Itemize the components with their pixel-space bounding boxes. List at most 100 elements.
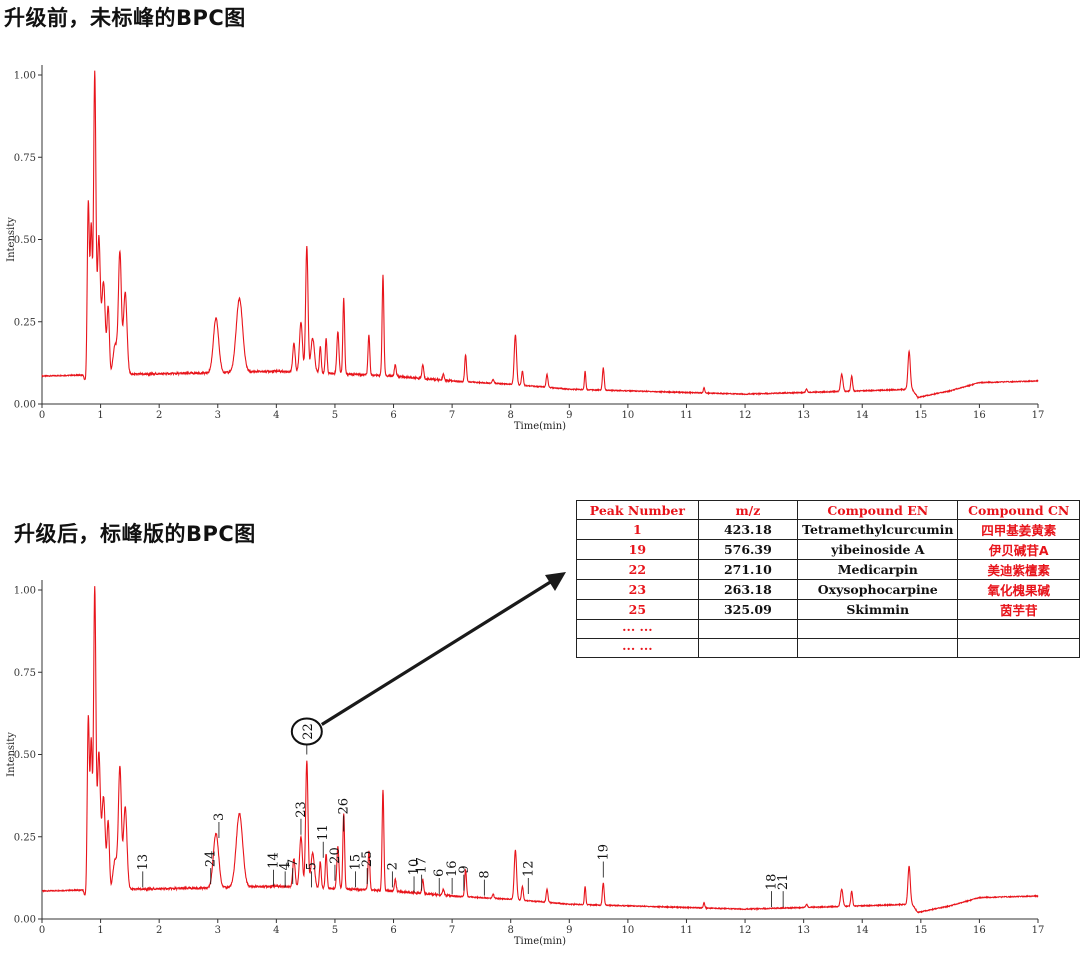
peak-label: 18 xyxy=(764,874,779,891)
x-tick-label: 14 xyxy=(856,925,869,936)
peak-label: 23 xyxy=(294,801,309,818)
x-tick-label: 12 xyxy=(739,925,752,936)
peak-label: 2 xyxy=(385,862,400,870)
x-tick-label: 9 xyxy=(566,925,572,936)
chart-title-before: 升级前，未标峰的BPC图 xyxy=(4,6,246,30)
peak-label: 5 xyxy=(305,862,320,870)
y-tick-label: 0.25 xyxy=(14,317,36,328)
peak-label: 8 xyxy=(477,870,492,878)
x-tick-label: 8 xyxy=(508,925,514,936)
y-tick-label: 0.00 xyxy=(14,915,36,926)
cell-compound-en xyxy=(797,619,959,639)
header-mz: m/z xyxy=(697,500,799,520)
x-tick-label: 7 xyxy=(449,410,455,421)
peak-label: 24 xyxy=(204,851,219,868)
x-tick-label: 17 xyxy=(1032,410,1045,421)
cell-peak-number: 25 xyxy=(576,599,699,620)
x-tick-label: 0 xyxy=(39,410,45,421)
x-tick-label: 2 xyxy=(156,410,162,421)
peak-label: 21 xyxy=(776,874,791,891)
peak-label: 25 xyxy=(360,851,375,868)
x-tick-label: 9 xyxy=(566,410,572,421)
table-row: 22 271.10 Medicarpin 美迪紫檀素 xyxy=(576,559,1080,580)
y-tick-label: 0.50 xyxy=(14,750,36,761)
cell-compound-cn: 四甲基姜黄素 xyxy=(957,519,1080,540)
peak-label: 16 xyxy=(445,860,460,877)
peak-label: 3 xyxy=(212,813,227,821)
table-row: ··· ··· xyxy=(576,638,1080,658)
x-tick-label: 4 xyxy=(273,410,279,421)
table-row: ··· ··· xyxy=(576,619,1080,639)
cell-peak-number: 23 xyxy=(576,579,699,600)
peak-label: 6 xyxy=(432,869,447,877)
y-tick-label: 0.50 xyxy=(14,235,36,246)
compound-table: Peak Number m/z Compound EN Compound CN … xyxy=(576,500,1080,658)
x-tick-label: 3 xyxy=(215,410,221,421)
y-tick-label: 1.00 xyxy=(14,586,36,597)
bpc-chart-before: 0 1 2 3 4 5 6 7 8 9 10 11 12 13 14 15 16 170.000.250.500.… xyxy=(6,65,1045,432)
cell-compound-cn: 茵芋苷 xyxy=(957,599,1080,620)
x-tick-label: 0 xyxy=(39,925,45,936)
cell-peak-number: ··· ··· xyxy=(576,638,699,658)
y-tick-label: 0.75 xyxy=(14,153,36,164)
x-tick-label: 10 xyxy=(622,925,635,936)
cell-compound-en: Skimmin xyxy=(797,599,959,620)
table-row: 1 423.18 Tetramethylcurcumin 四甲基姜黄素 xyxy=(576,519,1080,540)
cell-compound-cn xyxy=(957,619,1080,639)
peak-label: 26 xyxy=(337,798,352,815)
table-row: 23 263.18 Oxysophocarpine 氧化槐果碱 xyxy=(576,579,1080,600)
x-axis-label: Time(min) xyxy=(514,936,566,947)
x-tick-label: 8 xyxy=(508,410,514,421)
header-compound-cn: Compound CN xyxy=(957,500,1080,520)
y-axis-label: Intensity xyxy=(6,732,17,777)
x-axis-label: Time(min) xyxy=(514,421,566,432)
y-tick-label: 1.00 xyxy=(14,71,36,82)
peak-label: 20 xyxy=(328,847,343,864)
peak-label: 12 xyxy=(521,860,536,877)
cell-peak-number: 22 xyxy=(576,559,699,580)
cell-mz: 263.18 xyxy=(697,579,799,600)
cell-compound-en: yibeinoside A xyxy=(797,539,959,560)
cell-peak-number: 1 xyxy=(576,519,699,540)
x-tick-label: 4 xyxy=(273,925,279,936)
peak-label: 17 xyxy=(415,857,430,874)
peak-label: 13 xyxy=(136,854,151,871)
cell-mz xyxy=(697,638,799,658)
cell-mz: 576.39 xyxy=(697,539,799,560)
cell-compound-en xyxy=(797,638,959,658)
x-tick-label: 15 xyxy=(914,410,927,421)
x-tick-label: 1 xyxy=(97,410,103,421)
y-tick-label: 0.25 xyxy=(14,832,36,843)
peak-label-highlighted: 22 xyxy=(301,723,316,740)
x-tick-label: 12 xyxy=(739,410,752,421)
x-tick-label: 16 xyxy=(973,925,986,936)
cell-peak-number: ··· ··· xyxy=(576,619,699,639)
x-tick-label: 7 xyxy=(449,925,455,936)
cell-compound-en: Tetramethylcurcumin xyxy=(797,519,959,540)
x-tick-label: 10 xyxy=(622,410,635,421)
bpc-trace xyxy=(41,586,1039,914)
x-tick-label: 5 xyxy=(332,925,338,936)
x-tick-label: 1 xyxy=(97,925,103,936)
y-tick-label: 0.00 xyxy=(14,400,36,411)
cell-compound-en: Medicarpin xyxy=(797,559,959,580)
x-tick-label: 14 xyxy=(856,410,869,421)
y-tick-label: 0.75 xyxy=(14,668,36,679)
header-compound-en: Compound EN xyxy=(797,500,959,520)
x-tick-label: 5 xyxy=(332,410,338,421)
cell-mz xyxy=(697,619,799,639)
cell-compound-cn: 氧化槐果碱 xyxy=(957,579,1080,600)
bpc-trace xyxy=(41,70,1039,400)
bpc-chart-after: 0 1 2 3 4 5 6 7 8 9 10 11 12 13 14 15 16 170.000.250.500.… xyxy=(6,580,1044,947)
cell-compound-cn: 伊贝碱苷A xyxy=(957,539,1080,560)
peak-label: 9 xyxy=(457,865,472,873)
table-row: 25 325.09 Skimmin 茵芋苷 xyxy=(576,599,1080,620)
table-header-row: Peak Number m/z Compound EN Compound CN xyxy=(576,500,1080,520)
cell-mz: 325.09 xyxy=(697,599,799,620)
cell-mz: 271.10 xyxy=(697,559,799,580)
x-tick-label: 15 xyxy=(914,925,927,936)
chart-title-after: 升级后，标峰版的BPC图 xyxy=(14,522,256,546)
peak-label: 11 xyxy=(316,824,331,841)
cell-mz: 423.18 xyxy=(697,519,799,540)
y-axis-label: Intensity xyxy=(6,217,17,262)
